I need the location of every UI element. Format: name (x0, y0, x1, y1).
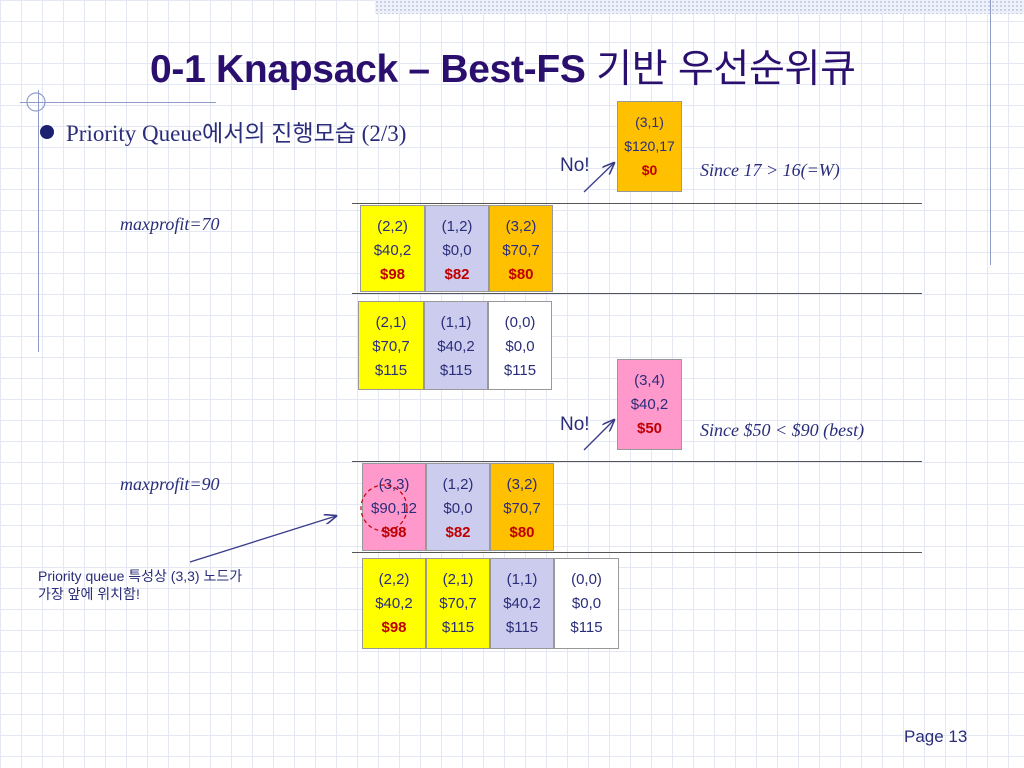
queue-line (352, 203, 922, 204)
node-id: (2,2) (378, 571, 410, 588)
page-number: Page 13 (904, 727, 968, 746)
queue-node: (1,1) $40,2 $115 (490, 558, 554, 649)
node-bound: $50 (636, 420, 663, 437)
node-bound: $80 (508, 266, 534, 283)
node-profit-weight: $0,0 (443, 500, 473, 517)
queue-node: (3,3) $90,12 $98 (362, 463, 426, 551)
node-profit-weight: $90,12 (371, 500, 417, 517)
header-pattern-band (375, 0, 1024, 14)
node-bound: $98 (379, 266, 406, 283)
maxprofit-label-1: maxprofit=70 (120, 214, 220, 234)
slide-title: 0-1 Knapsack – Best-FS 기반 우선순위큐 (150, 38, 856, 94)
priority-note: Priority queue 특성상 (3,3) 노드가 가장 앞에 위치함! (38, 567, 242, 603)
bullet-dot-icon (40, 125, 54, 139)
node-id: (1,2) (442, 476, 474, 493)
node-profit-weight: $120,17 (624, 138, 675, 154)
corner-ring-icon (26, 92, 46, 112)
node-bound: $0 (641, 162, 658, 178)
queue-line (352, 552, 922, 553)
node-profit-weight: $0,0 (442, 242, 472, 259)
since-note-1: Since 17 > 16(=W) (700, 160, 840, 180)
queue-node: (1,2) $0,0 $82 (426, 463, 490, 551)
node-profit-weight: $40,2 (437, 338, 475, 355)
node-bound: $115 (439, 362, 473, 379)
left-accent-line (38, 90, 39, 352)
node-profit-weight: $40,2 (503, 595, 541, 612)
node-bound: $115 (374, 362, 408, 379)
node-id: (3,3) (378, 476, 410, 493)
node-id: (3,1) (635, 114, 664, 130)
queue-node: (1,2) $0,0 $82 (425, 205, 489, 292)
node-bound: $98 (381, 524, 407, 541)
node-bound: $115 (505, 619, 539, 636)
since-note-2: Since $50 < $90 (best) (700, 420, 865, 440)
node-profit-weight: $40,2 (630, 396, 669, 413)
node-bound: $82 (445, 524, 471, 541)
note-line-1: Priority queue 특성상 (3,3) 노드가 (38, 568, 243, 584)
node-bound: $115 (441, 619, 475, 636)
node-id: (0,0) (571, 571, 602, 588)
queue-node: (3,2) $70,7 $80 (489, 205, 553, 292)
node-bound: $80 (509, 524, 535, 541)
node-id: (3,2) (506, 476, 538, 493)
node-id: (3,4) (634, 372, 665, 389)
title-korean: 기반 우선순위큐 (596, 48, 856, 91)
header-accent-line (20, 102, 216, 103)
queue-node: (2,1) $70,7 $115 (426, 558, 490, 649)
node-profit-weight: $40,2 (375, 595, 413, 612)
node-rejected-3-1: (3,1) $120,17 $0 (617, 101, 682, 192)
no-label-2: No! (560, 414, 590, 435)
queue-node: (2,1) $70,7 $115 (358, 301, 424, 390)
node-profit-weight: $70,7 (372, 338, 410, 355)
note-line-2: 가장 앞에 위치함! (38, 586, 140, 602)
maxprofit-label-2: maxprofit=90 (120, 474, 220, 494)
node-id: (2,2) (377, 218, 408, 235)
node-bound: $115 (503, 362, 537, 379)
node-profit-weight: $0,0 (505, 338, 535, 355)
right-accent-line (990, 0, 991, 265)
arrow-icon (583, 163, 614, 193)
queue-node: (1,1) $40,2 $115 (424, 301, 488, 390)
node-id: (1,2) (441, 218, 473, 235)
node-rejected-3-4: (3,4) $40,2 $50 (617, 359, 682, 450)
node-bound: $115 (570, 619, 603, 636)
node-bound: $82 (444, 266, 470, 283)
node-profit-weight: $40,2 (373, 242, 412, 259)
node-id: (1,1) (440, 314, 472, 331)
no-label-1: No! (560, 155, 590, 176)
arrow-icon (189, 516, 336, 563)
highlight-circle-icon (360, 484, 408, 532)
bullet-text: Priority Queue에서의 진행모습 (2/3) (66, 121, 407, 146)
node-bound: $98 (381, 619, 407, 636)
queue-node: (2,2) $40,2 $98 (360, 205, 425, 292)
node-profit-weight: $70,7 (439, 595, 477, 612)
queue-node: (2,2) $40,2 $98 (362, 558, 426, 649)
queue-line (352, 461, 922, 462)
node-profit-weight: $0,0 (571, 595, 602, 612)
queue-line (352, 293, 922, 294)
node-profit-weight: $70,7 (502, 242, 540, 259)
queue-node: (3,2) $70,7 $80 (490, 463, 554, 551)
node-id: (2,1) (375, 314, 407, 331)
node-id: (3,2) (505, 218, 537, 235)
bullet-point: Priority Queue에서의 진행모습 (2/3) (40, 114, 406, 148)
queue-node: (0,0) $0,0 $115 (488, 301, 552, 390)
queue-node: (0,0) $0,0 $115 (554, 558, 619, 649)
node-id: (2,1) (442, 571, 474, 588)
arrow-icon (583, 420, 614, 451)
node-id: (1,1) (506, 571, 538, 588)
node-profit-weight: $70,7 (503, 500, 541, 517)
title-english: 0-1 Knapsack – Best-FS (150, 48, 586, 91)
node-id: (0,0) (504, 314, 536, 331)
